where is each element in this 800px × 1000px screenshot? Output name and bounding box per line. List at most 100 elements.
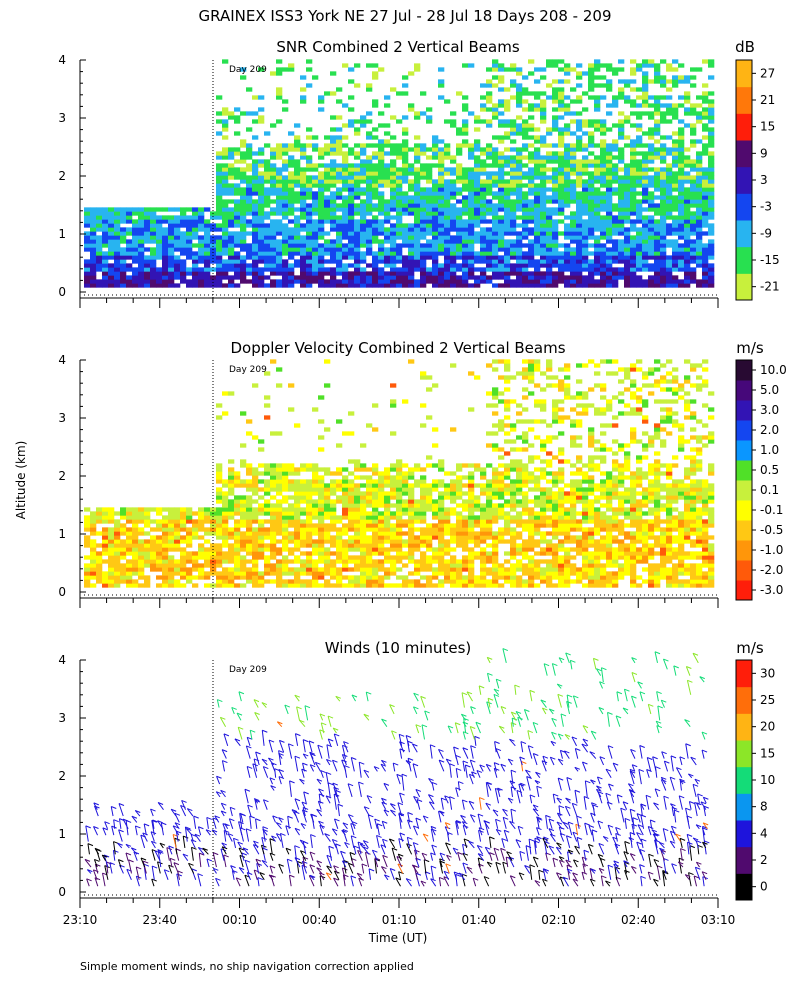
- heatmap-cell: [384, 555, 391, 560]
- heatmap-cell: [126, 515, 133, 520]
- heatmap-cell: [348, 247, 355, 252]
- heatmap-cell: [276, 511, 283, 516]
- heatmap-cell: [300, 531, 307, 536]
- heatmap-cell: [660, 215, 667, 220]
- heatmap-cell: [630, 143, 637, 148]
- heatmap-cell: [672, 111, 679, 116]
- heatmap-cell: [198, 243, 205, 248]
- heatmap-cell: [540, 67, 547, 72]
- heatmap-cell: [600, 63, 607, 68]
- heatmap-cell: [210, 255, 217, 260]
- heatmap-cell: [462, 227, 469, 232]
- heatmap-cell: [648, 79, 655, 84]
- heatmap-cell: [480, 235, 487, 240]
- heatmap-cell: [594, 215, 601, 220]
- colorbar-label: -3: [760, 200, 772, 214]
- heatmap-cell: [270, 523, 277, 528]
- heatmap-cell: [540, 279, 547, 284]
- heatmap-cell: [378, 519, 385, 524]
- heatmap-cell: [108, 263, 115, 268]
- heatmap-cell: [384, 279, 391, 284]
- heatmap-cell: [246, 527, 253, 532]
- heatmap-cell: [630, 183, 637, 188]
- heatmap-cell: [408, 495, 415, 500]
- heatmap-cell: [204, 555, 211, 560]
- heatmap-cell: [312, 503, 319, 508]
- heatmap-cell: [330, 527, 337, 532]
- heatmap-cell: [366, 579, 373, 584]
- heatmap-cell: [432, 487, 439, 492]
- heatmap-cell: [666, 167, 673, 172]
- heatmap-cell: [282, 539, 289, 544]
- heatmap-cell: [402, 155, 409, 160]
- heatmap-cell: [582, 239, 589, 244]
- heatmap-cell: [114, 535, 121, 540]
- heatmap-cell: [108, 507, 115, 512]
- heatmap-cell: [222, 227, 229, 232]
- heatmap-cell: [156, 279, 163, 284]
- heatmap-cell: [528, 199, 535, 204]
- heatmap-cell: [672, 75, 679, 80]
- heatmap-cell: [480, 107, 487, 112]
- heatmap-cell: [360, 563, 367, 568]
- heatmap-cell: [168, 271, 175, 276]
- heatmap-cell: [534, 183, 541, 188]
- heatmap-cell: [342, 479, 349, 484]
- heatmap-cell: [534, 239, 541, 244]
- heatmap-cell: [618, 215, 625, 220]
- heatmap-cell: [690, 167, 697, 172]
- heatmap-cell: [552, 239, 559, 244]
- heatmap-cell: [174, 223, 181, 228]
- heatmap-cell: [282, 535, 289, 540]
- heatmap-cell: [540, 223, 547, 228]
- heatmap-cell: [552, 211, 559, 216]
- heatmap-cell: [222, 59, 229, 64]
- heatmap-cell: [252, 199, 259, 204]
- heatmap-cell: [132, 259, 139, 264]
- heatmap-cell: [672, 163, 679, 168]
- heatmap-cell: [366, 495, 373, 500]
- heatmap-cell: [366, 167, 373, 172]
- heatmap-cell: [516, 279, 523, 284]
- heatmap-cell: [282, 247, 289, 252]
- heatmap-cell: [564, 203, 571, 208]
- heatmap-cell: [318, 163, 325, 168]
- heatmap-cell: [282, 483, 289, 488]
- heatmap-cell: [390, 383, 397, 388]
- heatmap-cell: [534, 135, 541, 140]
- heatmap-cell: [312, 475, 319, 480]
- heatmap-cell: [402, 203, 409, 208]
- heatmap-cell: [264, 255, 271, 260]
- heatmap-cell: [660, 167, 667, 172]
- heatmap-cell: [510, 223, 517, 228]
- heatmap-cell: [120, 579, 127, 584]
- heatmap-cell: [504, 163, 511, 168]
- heatmap-cell: [348, 283, 355, 288]
- heatmap-cell: [330, 479, 337, 484]
- heatmap-cell: [294, 515, 301, 520]
- heatmap-cell: [252, 467, 259, 472]
- heatmap-cell: [642, 223, 649, 228]
- heatmap-cell: [600, 163, 607, 168]
- heatmap-cell: [498, 175, 505, 180]
- heatmap-cell: [240, 159, 247, 164]
- heatmap-cell: [420, 495, 427, 500]
- heatmap-cell: [270, 191, 277, 196]
- heatmap-cell: [216, 543, 223, 548]
- heatmap-cell: [282, 175, 289, 180]
- heatmap-cell: [360, 559, 367, 564]
- heatmap-cell: [582, 207, 589, 212]
- heatmap-cell: [414, 243, 421, 248]
- heatmap-cell: [102, 551, 109, 556]
- heatmap-cell: [240, 459, 247, 464]
- heatmap-cell: [384, 183, 391, 188]
- heatmap-cell: [270, 479, 277, 484]
- heatmap-cell: [342, 251, 349, 256]
- heatmap-cell: [324, 91, 331, 96]
- heatmap-cell: [498, 219, 505, 224]
- heatmap-cell: [318, 99, 325, 104]
- heatmap-cell: [666, 175, 673, 180]
- heatmap-cell: [252, 251, 259, 256]
- heatmap-cell: [258, 179, 265, 184]
- heatmap-cell: [516, 199, 523, 204]
